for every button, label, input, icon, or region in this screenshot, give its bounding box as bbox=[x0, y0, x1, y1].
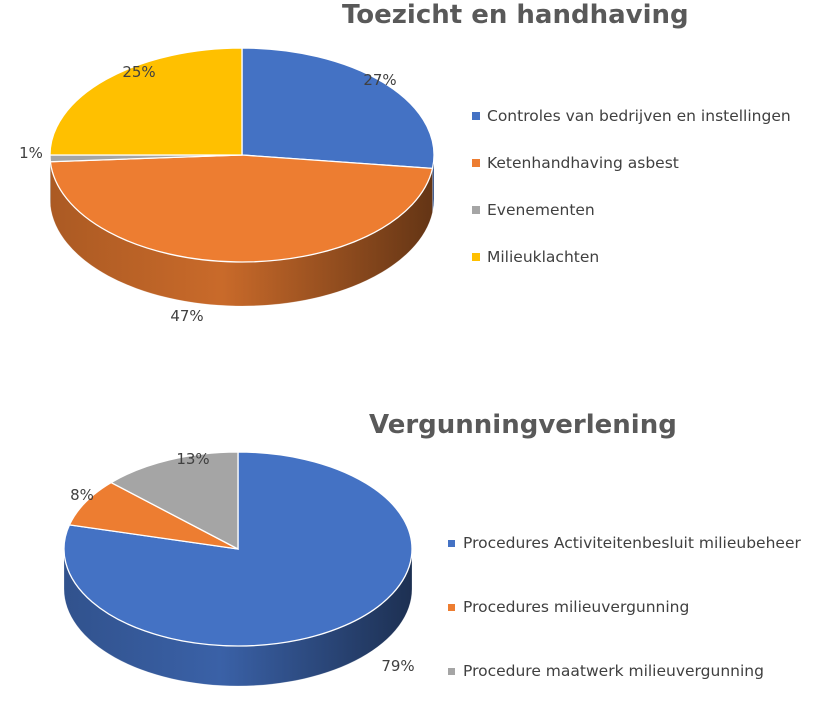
legend-label: Ketenhandhaving asbest bbox=[487, 154, 679, 172]
legend-item: Evenementen bbox=[472, 199, 791, 246]
legend-label: Milieuklachten bbox=[487, 248, 599, 266]
legend-item: Ketenhandhaving asbest bbox=[472, 152, 791, 199]
legend-label: Procedures Activiteitenbesluit milieubeh… bbox=[463, 534, 801, 552]
legend-item: Procedures Activiteitenbesluit milieubeh… bbox=[448, 532, 801, 596]
legend-item: Procedure maatwerk milieuvergunning bbox=[448, 660, 801, 724]
pie-data-label: 79% bbox=[381, 657, 414, 675]
legend-label: Procedure maatwerk milieuvergunning bbox=[463, 662, 764, 680]
legend-swatch bbox=[472, 206, 480, 214]
chart-vergunningverlening: Vergunningverlening 79%8%13% Procedures … bbox=[0, 400, 835, 704]
pie-data-label: 27% bbox=[363, 71, 396, 89]
legend-label: Procedures milieuvergunning bbox=[463, 598, 689, 616]
pie-data-label: 47% bbox=[170, 307, 203, 325]
legend: Controles van bedrijven en instellingen … bbox=[472, 105, 791, 293]
legend-item: Controles van bedrijven en instellingen bbox=[472, 105, 791, 152]
pie-data-label: 1% bbox=[19, 144, 43, 162]
legend-swatch bbox=[472, 253, 480, 261]
pie-data-label: 8% bbox=[70, 486, 94, 504]
legend-swatch bbox=[448, 540, 455, 547]
legend-item: Procedures milieuvergunning bbox=[448, 596, 801, 660]
pie-slice bbox=[242, 48, 434, 168]
legend-label: Controles van bedrijven en instellingen bbox=[487, 107, 791, 125]
pie-data-label: 25% bbox=[122, 63, 155, 81]
legend-swatch bbox=[448, 668, 455, 675]
pie-data-label: 13% bbox=[176, 450, 209, 468]
legend-item: Milieuklachten bbox=[472, 246, 791, 293]
legend-swatch bbox=[448, 604, 455, 611]
chart-toezicht: Toezicht en handhaving 27%47%1%25% Contr… bbox=[0, 0, 835, 350]
legend-label: Evenementen bbox=[487, 201, 595, 219]
legend: Procedures Activiteitenbesluit milieubeh… bbox=[448, 532, 801, 724]
legend-swatch bbox=[472, 112, 480, 120]
legend-swatch bbox=[472, 159, 480, 167]
